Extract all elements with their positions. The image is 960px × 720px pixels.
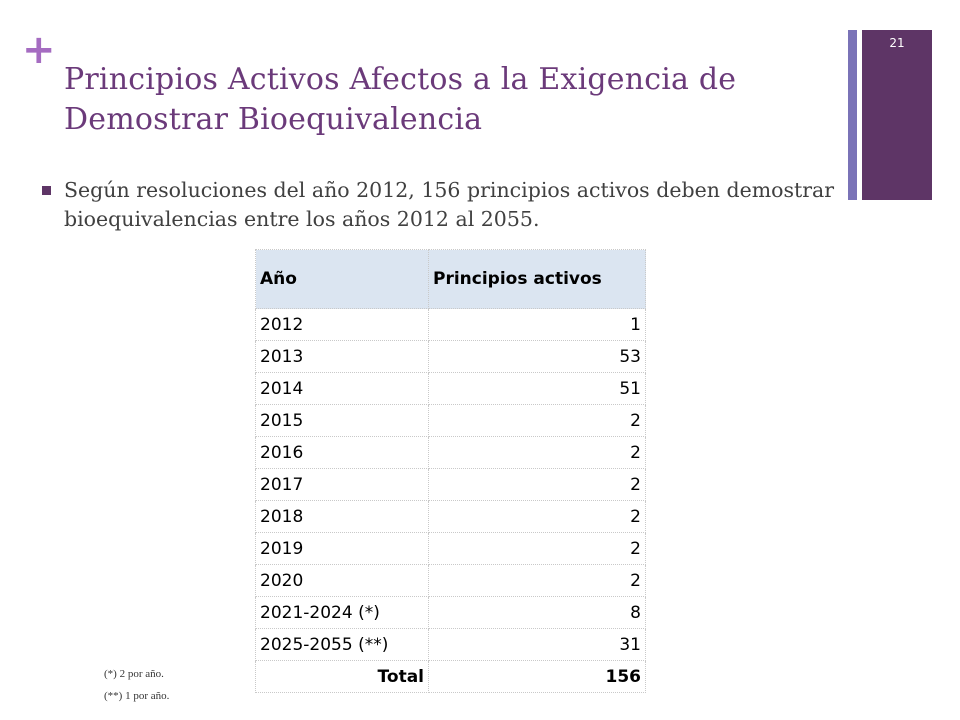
year-cell: 2013	[255, 340, 429, 373]
count-cell: 2	[428, 468, 646, 501]
table-row: 2015 2	[255, 404, 646, 437]
year-cell: 2020	[255, 564, 429, 597]
footnote-double-asterisk: (**) 1 por año.	[104, 690, 170, 702]
year-cell: 2012	[255, 308, 429, 341]
count-cell: 51	[428, 372, 646, 405]
count-cell: 1	[428, 308, 646, 341]
total-value: 156	[428, 660, 646, 693]
count-cell: 2	[428, 564, 646, 597]
total-row: Total 156	[255, 660, 646, 693]
year-cell: 2021-2024 (*)	[255, 596, 429, 629]
year-cell: 2025-2055 (**)	[255, 628, 429, 661]
table-row: 2021-2024 (*) 8	[255, 596, 646, 629]
table-row: 2025-2055 (**) 31	[255, 628, 646, 661]
footnote-single-asterisk: (*) 2 por año.	[104, 668, 164, 680]
header-active-ingredients: Principios activos	[428, 249, 646, 309]
table-header-row: Año Principios activos	[255, 249, 646, 309]
table-row: 2019 2	[255, 532, 646, 565]
count-cell: 8	[428, 596, 646, 629]
year-cell: 2014	[255, 372, 429, 405]
sidebar-accent-block	[862, 30, 932, 200]
slide-title: Principios Activos Afectos a la Exigenci…	[64, 62, 737, 137]
active-ingredients-table: Año Principios activos 2012 1 2013 53 20…	[255, 249, 646, 693]
year-cell: 2018	[255, 500, 429, 533]
bullet-square-icon	[42, 186, 51, 195]
table-row: 2017 2	[255, 468, 646, 501]
count-cell: 2	[428, 532, 646, 565]
count-cell: 31	[428, 628, 646, 661]
table-row: 2016 2	[255, 436, 646, 469]
year-cell: 2019	[255, 532, 429, 565]
table-row: 2012 1	[255, 308, 646, 341]
year-cell: 2017	[255, 468, 429, 501]
plus-icon: +	[22, 27, 56, 73]
count-cell: 53	[428, 340, 646, 373]
count-cell: 2	[428, 404, 646, 437]
table-row: 2014 51	[255, 372, 646, 405]
table-row: 2020 2	[255, 564, 646, 597]
count-cell: 2	[428, 436, 646, 469]
slide-number: 21	[889, 36, 905, 50]
count-cell: 2	[428, 500, 646, 533]
table-row: 2013 53	[255, 340, 646, 373]
year-cell: 2016	[255, 436, 429, 469]
sidebar-accent-stripe	[848, 30, 857, 200]
year-cell: 2015	[255, 404, 429, 437]
table-row: 2018 2	[255, 500, 646, 533]
total-label: Total	[255, 660, 429, 693]
bullet-text: Según resoluciones del año 2012, 156 pri…	[64, 178, 835, 231]
header-year: Año	[255, 249, 429, 309]
